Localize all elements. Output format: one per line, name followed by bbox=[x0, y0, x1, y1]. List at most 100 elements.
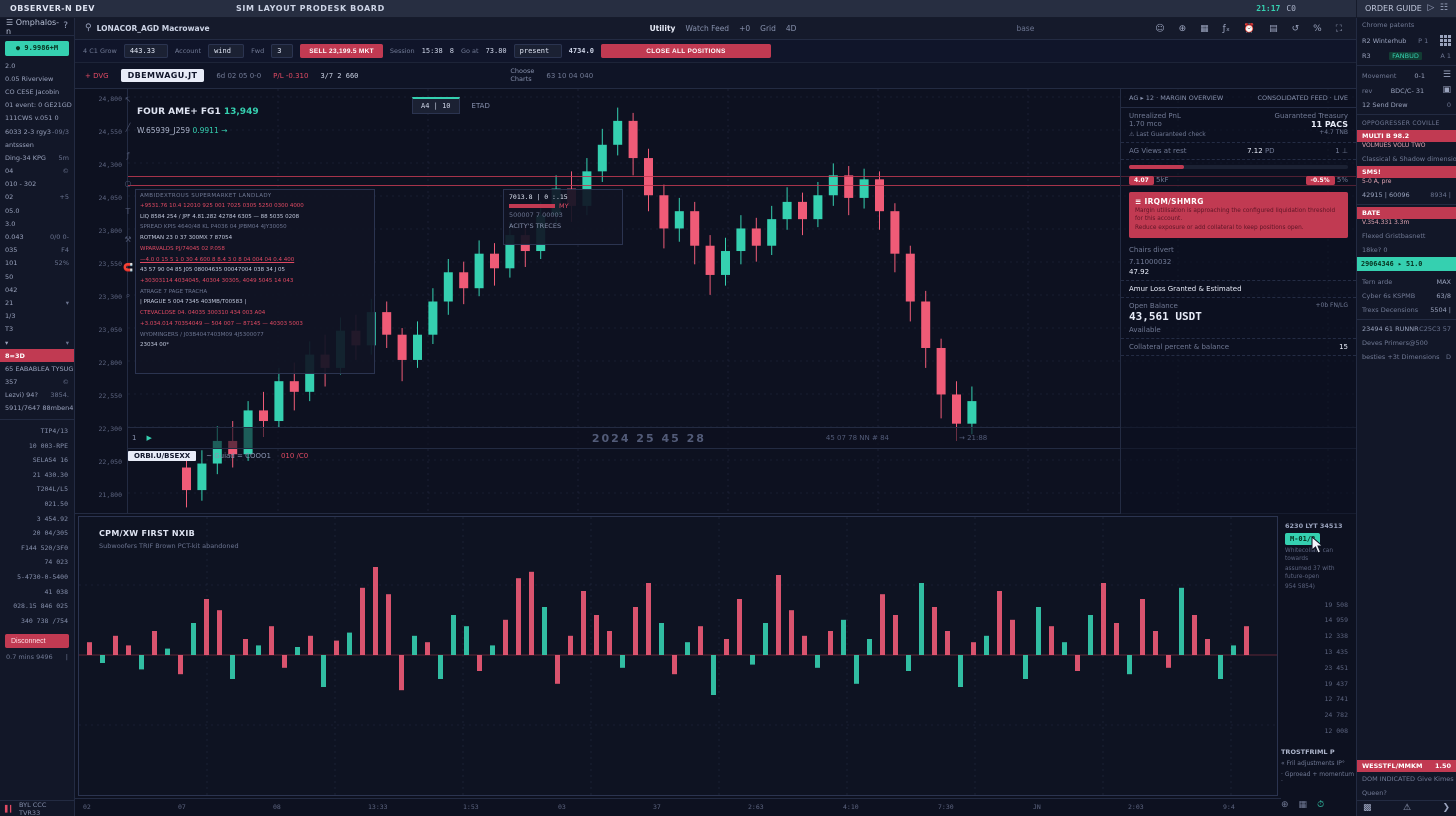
balance-pill-button[interactable]: ● 9.9986+M bbox=[5, 41, 69, 56]
disconnect-button[interactable]: Disconnect bbox=[5, 634, 69, 649]
watchlist-item-17[interactable]: 042 bbox=[0, 283, 74, 296]
alert-price-line-1[interactable] bbox=[128, 176, 1356, 177]
watchlist-item-2[interactable]: CO CESE Jacobin bbox=[0, 85, 74, 98]
watchlist-item-13[interactable]: 0.043 0/0 0- bbox=[0, 230, 74, 243]
watchlist-item-11[interactable]: 05.0 bbox=[0, 204, 74, 217]
watchlist-item-15[interactable]: 101 52% bbox=[0, 257, 74, 270]
watchlist-item-26[interactable]: 5911/7647 88mben4© bbox=[0, 402, 74, 415]
timeframe-0[interactable]: Utility bbox=[649, 24, 676, 33]
margin-chip[interactable]: 4.07 bbox=[1129, 176, 1154, 185]
grid-layout-icon[interactable] bbox=[1440, 35, 1451, 46]
active-tab-chip[interactable]: A4 | 10 bbox=[412, 97, 460, 114]
compare-icon[interactable]: ⊕ bbox=[1178, 23, 1187, 34]
ask-row-2[interactable]: SMS! bbox=[1357, 166, 1456, 178]
sell-button[interactable]: SELL 23,199.5 MKT bbox=[300, 44, 383, 58]
close-all-button[interactable]: CLOSE ALL POSITIONS bbox=[600, 44, 771, 58]
og-r3-chip[interactable]: FANBUD bbox=[1389, 52, 1422, 60]
watchlist-item-12[interactable]: 3.0 bbox=[0, 217, 74, 230]
delta-value-badge[interactable]: M-01/2 bbox=[1285, 533, 1321, 545]
watchlist-item-7[interactable]: Ding-34 KPG 5m bbox=[0, 151, 74, 164]
draw-tool-icon-2[interactable]: ƒ bbox=[126, 151, 130, 160]
watchlist-item-16[interactable]: 50 bbox=[0, 270, 74, 283]
save-icon[interactable]: ☷ bbox=[1439, 3, 1448, 13]
watchlist-item-9[interactable]: 010 - 302 bbox=[0, 178, 74, 191]
timeframe-2[interactable]: +0 bbox=[739, 24, 751, 33]
play-icon[interactable]: ▶ bbox=[146, 434, 152, 442]
layers-icon[interactable]: ▩ bbox=[1363, 803, 1372, 813]
alert-price-line-2[interactable] bbox=[128, 185, 1356, 186]
watchlist-item-21[interactable]: ▾ ▾ bbox=[0, 336, 74, 349]
leverage-stepper[interactable]: 3 bbox=[271, 44, 294, 58]
draw-tool-icon-3[interactable]: ○ bbox=[124, 179, 132, 188]
preset-select[interactable]: present bbox=[513, 44, 562, 58]
mark-price-row[interactable]: 29064346 ▸ 51.0 bbox=[1357, 257, 1456, 271]
symbol-search[interactable]: ⚲ LONACOR_AGD Macrowave bbox=[75, 24, 220, 34]
liquidation-row[interactable]: WESSTFL/MMKM 1.50 bbox=[1357, 760, 1456, 772]
templates-icon[interactable]: ▤ bbox=[1269, 23, 1278, 34]
draw-tool-icon-5[interactable]: ⚒ bbox=[124, 235, 132, 244]
watchlist-item-20[interactable]: T3 bbox=[0, 323, 74, 336]
drawdown-chip[interactable]: -0.5% bbox=[1305, 176, 1335, 185]
og-send-label[interactable]: 12 Send Drew bbox=[1362, 101, 1408, 109]
delta-pane[interactable]: CPM/XW FIRST NXIB Subwoofers TRIF Brown … bbox=[78, 516, 1278, 796]
watchlist-item-23[interactable]: 65 EABABLEA TYSUGH bbox=[0, 362, 74, 375]
draw-tool-icon-0[interactable]: ↖ bbox=[124, 95, 132, 104]
overlay-symbol-badge[interactable]: ORBI.U/BSEXX bbox=[128, 451, 197, 461]
percent-icon[interactable]: % bbox=[1313, 23, 1322, 34]
watchlist-item-3[interactable]: 01 event: 0 GE21GD bbox=[0, 99, 74, 112]
draw-tool-icon-1[interactable]: ╱ bbox=[125, 123, 131, 132]
user-icon[interactable]: ☺ bbox=[1155, 23, 1165, 34]
window-icon[interactable]: ▣ bbox=[1442, 85, 1451, 95]
grid-view-icon[interactable]: ▦ bbox=[1298, 800, 1308, 810]
layout-grid-icon[interactable]: ▦ bbox=[1200, 23, 1209, 34]
timeframe-4[interactable]: 4D bbox=[785, 24, 797, 33]
watchlist-item-22[interactable]: 8=3D bbox=[0, 349, 74, 363]
eta-chip[interactable]: ETAD bbox=[471, 102, 490, 110]
legend-indicator[interactable]: W.65939_J259 bbox=[137, 126, 191, 135]
ask-row-1[interactable]: MULTI B 98.2 bbox=[1357, 130, 1456, 142]
price-axis[interactable]: 24,800 24,550 24,300 24,050 23,800 23,550 23,3… bbox=[75, 89, 128, 514]
watchlist-item-14[interactable]: 035 F4 bbox=[0, 244, 74, 257]
indicators-icon[interactable]: ƒₓ bbox=[1222, 23, 1230, 34]
risk-warning-alert[interactable]: ≡ IRQM/SHMRG Margin utilisation is appro… bbox=[1129, 192, 1348, 238]
watchlist-item-4[interactable]: 111CWS v.051 0 bbox=[0, 112, 74, 125]
help-icon[interactable]: ? bbox=[63, 21, 68, 31]
legend-symbol[interactable]: FOUR AME+ FG1 bbox=[137, 107, 221, 117]
maxloss-link[interactable]: Amur Loss Granted & Estimated bbox=[1129, 284, 1242, 293]
notifications-icon[interactable]: ⚠ bbox=[1402, 803, 1412, 813]
alerts-icon[interactable]: ⏰ bbox=[1243, 23, 1256, 34]
collapse-icon[interactable]: ❯ bbox=[1442, 803, 1450, 813]
main-chart-pane[interactable]: 24,800 24,550 24,300 24,050 23,800 23,550 23,3… bbox=[75, 89, 1356, 514]
watchlist-item-5[interactable]: 6033 2-3 rgy3 -09/3 bbox=[0, 125, 74, 138]
choose-charts[interactable]: Choose Charts bbox=[510, 67, 534, 84]
qty-input[interactable] bbox=[123, 44, 168, 58]
draw-tool-icon-6[interactable]: 🧲 bbox=[123, 263, 133, 272]
add-pane-icon[interactable]: ⊕ bbox=[1281, 800, 1289, 810]
watchlist-item-18[interactable]: 21 ▾ bbox=[0, 296, 74, 309]
share-icon[interactable]: ▷ bbox=[1427, 3, 1435, 13]
delta-link-0[interactable]: « Fril adjustments IP° bbox=[1281, 760, 1345, 767]
delta-title[interactable]: CPM/XW FIRST NXIB bbox=[99, 529, 196, 538]
fullscreen-icon[interactable]: ⛶ bbox=[1335, 23, 1342, 34]
watchlist-item-0[interactable]: 2.0 bbox=[0, 59, 74, 72]
delta-bars-chart[interactable] bbox=[79, 517, 1277, 795]
watchlist-item-19[interactable]: 1/3 bbox=[0, 310, 74, 323]
list-icon[interactable]: ☰ bbox=[1442, 70, 1451, 80]
timeframe-3[interactable]: Grid bbox=[760, 24, 776, 33]
delta-link-1[interactable]: · Gproead + momentum · bbox=[1281, 771, 1355, 785]
watchlist-item-25[interactable]: Lezvi) 94? 3854. bbox=[0, 389, 74, 402]
active-symbol-chip[interactable]: DBEMWAGU.JT bbox=[120, 69, 205, 82]
draw-tool-icon-4[interactable]: T bbox=[125, 207, 131, 216]
order-type-select[interactable]: wind bbox=[208, 44, 245, 58]
timeframe-1[interactable]: Watch Feed bbox=[685, 24, 730, 33]
watchlist-item-10[interactable]: 02 +5 bbox=[0, 191, 74, 204]
watchlist-item-8[interactable]: 04 © bbox=[0, 165, 74, 178]
watchlist-item-24[interactable]: 357 © bbox=[0, 376, 74, 389]
timer-icon[interactable]: ⏱ bbox=[1317, 800, 1325, 810]
ask-row-3[interactable]: BATE bbox=[1357, 207, 1456, 219]
draw-tool-icon-7[interactable]: ⌕ bbox=[125, 291, 131, 300]
time-axis[interactable]: 02 07 08 13:33 1:53 03 37 2:63 4:10 7:30 JN 2:03 9:4 bbox=[75, 798, 1281, 816]
replay-icon[interactable]: ↺ bbox=[1291, 23, 1300, 34]
watchlist-item-1[interactable]: 0.05 Riverview bbox=[0, 72, 74, 85]
watchlist-item-6[interactable]: antsssen bbox=[0, 138, 74, 151]
